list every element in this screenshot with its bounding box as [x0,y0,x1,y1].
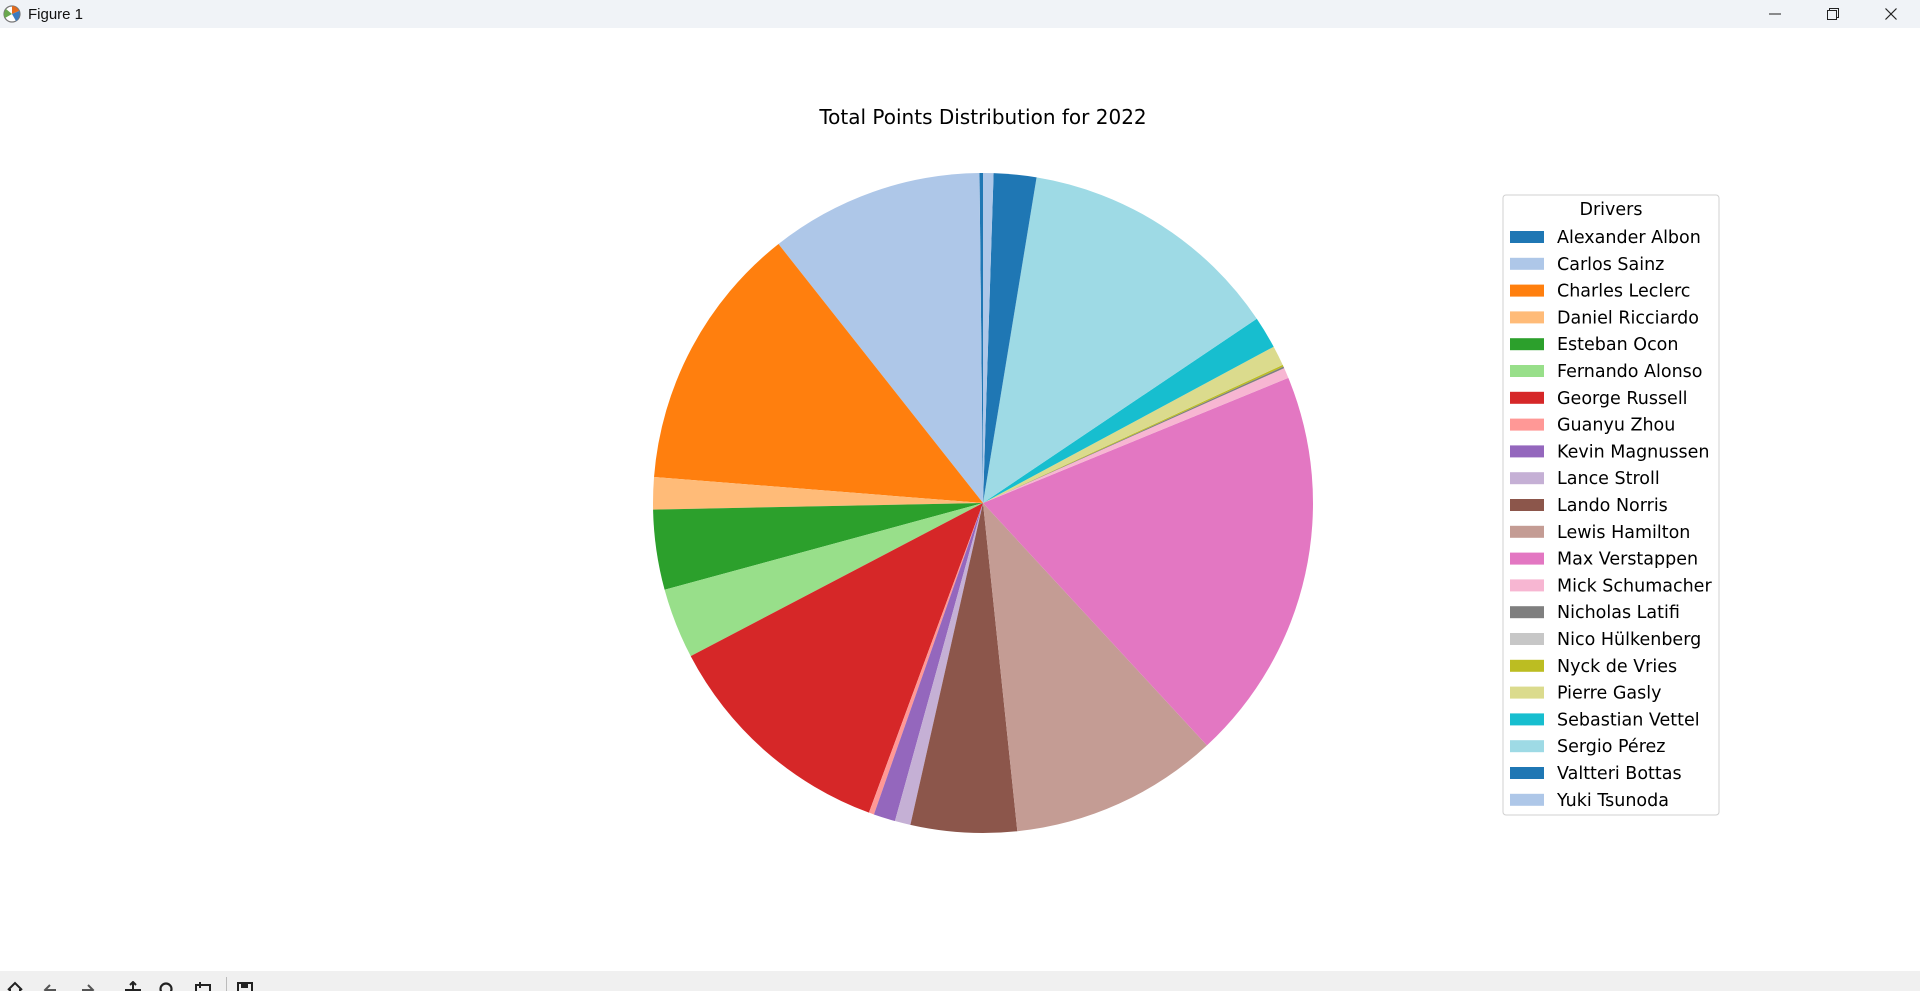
pie-slice-lewis-hamilton [983,503,1207,832]
legend-label-lewis-hamilton: Lewis Hamilton [1557,523,1690,543]
legend-label-daniel-ricciardo: Daniel Ricciardo [1557,308,1699,328]
navigation-toolbar [0,971,1920,991]
toolbar-separator [226,977,227,991]
legend-swatch-nyck-de-vries [1510,659,1544,672]
pan-icon[interactable] [124,981,142,991]
matplotlib-figure-icon [3,5,21,23]
pie-slice-charles-leclerc [654,244,983,503]
legend-title: Drivers [1580,200,1643,220]
legend-label-yuki-tsunoda: Yuki Tsunoda [1556,791,1669,811]
legend-label-esteban-ocon: Esteban Ocon [1557,335,1678,355]
pie-slice-fernando-alonso [664,503,983,657]
legend-swatch-valtteri-bottas [1510,767,1544,779]
legend-swatch-esteban-ocon [1510,338,1544,351]
home-icon[interactable] [6,981,24,991]
legend-label-george-russell: George Russell [1557,389,1688,409]
legend-swatch-sergio-perez [1510,740,1544,753]
legend-swatch-fernando-alonso [1510,365,1544,377]
pie-slice-lance-stroll [894,503,983,825]
configure-subplots-icon[interactable] [194,981,212,991]
pie-slice-yuki-tsunoda [983,173,994,503]
restore-icon [1827,8,1839,20]
pie-slice-nicholas-latifi [983,366,1285,503]
legend-swatch-charles-leclerc [1510,284,1544,297]
chart-title: Total Points Distribution for 2022 [818,105,1146,129]
legend-label-lando-norris: Lando Norris [1557,496,1668,516]
close-icon [1885,8,1897,20]
save-icon[interactable] [236,981,254,991]
legend-swatch-kevin-magnussen [1510,445,1544,458]
figure-canvas: Total Points Distribution for 2022 Drive… [653,105,1720,834]
pie-slice-lando-norris [910,503,1018,834]
legend-label-mick-schumacher: Mick Schumacher [1557,576,1712,596]
legend-swatch-lewis-hamilton [1510,525,1544,538]
pie-slice-mick-schumacher [983,368,1289,503]
legend-label-valtteri-bottas: Valtteri Bottas [1557,764,1682,784]
pie-slice-sergio-perez [983,177,1257,503]
back-icon[interactable] [42,981,60,991]
legend-label-sergio-perez: Sergio Pérez [1557,737,1665,757]
legend-label-charles-leclerc: Charles Leclerc [1557,282,1690,302]
legend-swatch-yuki-tsunoda [1510,793,1544,806]
legend: Drivers Alexander Albon Carlos Sainz Charl… [1502,194,1720,816]
legend-label-fernando-alonso: Fernando Alonso [1557,362,1703,382]
legend-frame [1502,194,1720,816]
legend-swatch-sebastian-vettel [1510,713,1544,726]
legend-label-max-verstappen: Max Verstappen [1557,550,1698,570]
forward-icon[interactable] [78,981,96,991]
legend-label-carlos-sainz: Carlos Sainz [1557,255,1664,275]
pie-chart [653,173,1313,834]
legend-swatch-mick-schumacher [1510,579,1544,592]
pie-slice-alexander-albon [979,173,983,503]
legend-swatch-george-russell [1510,391,1544,404]
pie-slice-valtteri-bottas [983,173,1037,504]
legend-swatch-nico-hulkenberg [1510,633,1544,645]
legend-label-sebastian-vettel: Sebastian Vettel [1557,710,1700,730]
legend-swatch-lance-stroll [1510,472,1544,485]
legend-swatch-nicholas-latifi [1510,606,1544,619]
legend-swatch-max-verstappen [1510,552,1544,565]
legend-label-guanyu-zhou: Guanyu Zhou [1557,416,1675,436]
legend-label-nyck-de-vries: Nyck de Vries [1557,657,1677,677]
minimize-button[interactable] [1746,0,1804,28]
legend-swatch-guanyu-zhou [1510,418,1544,431]
zoom-icon[interactable] [158,981,176,991]
pie-slice-daniel-ricciardo [653,477,983,510]
legend-swatch-alexander-albon [1510,231,1544,243]
pie-slice-max-verstappen [983,377,1313,746]
pie-slice-carlos-sainz [778,173,983,503]
legend-label-alexander-albon: Alexander Albon [1557,228,1701,248]
pie-slice-george-russell [690,503,983,813]
pie-slice-guanyu-zhou [868,503,983,815]
legend-label-nico-hulkenberg: Nico Hülkenberg [1557,630,1701,650]
legend-label-nicholas-latifi: Nicholas Latifi [1557,603,1680,623]
maximize-button[interactable] [1804,0,1862,28]
legend-swatch-carlos-sainz [1510,257,1544,270]
pie-slice-pierre-gasly [983,346,1283,503]
window-titlebar: Figure 1 [0,0,1920,28]
legend-swatch-lando-norris [1510,499,1544,511]
legend-swatch-pierre-gasly [1510,686,1544,699]
pie-slice-kevin-magnussen [873,503,983,822]
legend-swatch-daniel-ricciardo [1510,311,1544,324]
minimize-icon [1769,13,1781,15]
pie-slice-sebastian-vettel [983,318,1274,503]
legend-label-pierre-gasly: Pierre Gasly [1557,684,1661,704]
legend-label-lance-stroll: Lance Stroll [1557,469,1660,489]
window-title: Figure 1 [28,5,84,23]
pie-slice-nyck-de-vries [983,364,1284,503]
close-button[interactable] [1862,0,1920,28]
legend-label-kevin-magnussen: Kevin Magnussen [1557,442,1709,462]
pie-slice-esteban-ocon [653,503,983,590]
